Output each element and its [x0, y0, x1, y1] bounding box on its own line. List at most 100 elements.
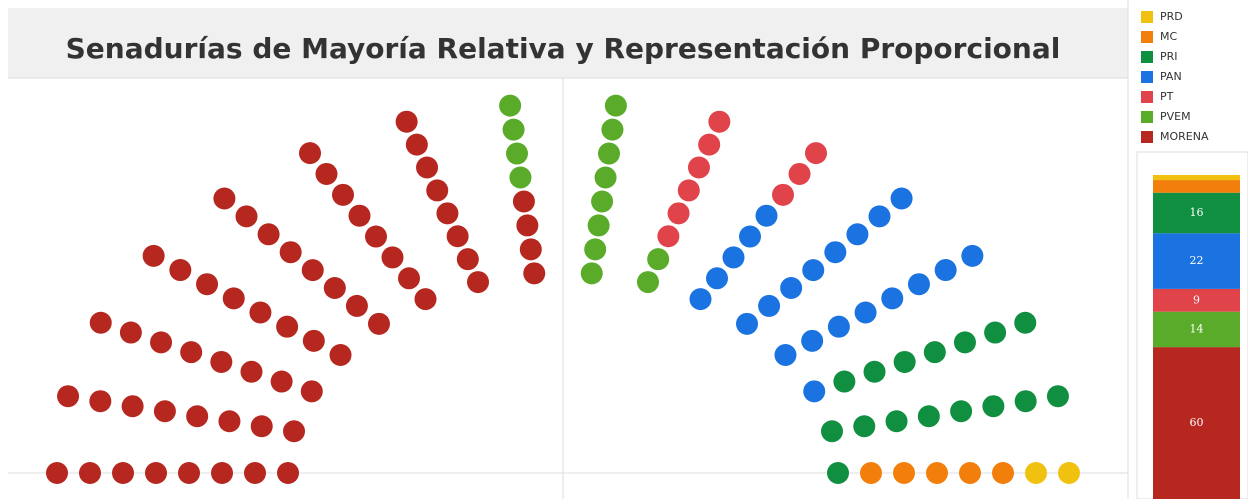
seat	[677, 179, 700, 202]
bar-segment	[1153, 311, 1240, 348]
seat	[299, 142, 321, 165]
seat	[1025, 462, 1047, 484]
seat	[881, 287, 904, 310]
bar-label: 22	[1190, 254, 1204, 267]
legend-label: PT	[1160, 90, 1174, 103]
seat	[953, 331, 976, 354]
seat	[923, 341, 946, 364]
seat	[926, 462, 948, 484]
bar-label: 14	[1190, 322, 1204, 335]
seat	[1014, 311, 1037, 334]
seat	[186, 405, 209, 428]
seat	[395, 110, 418, 133]
seat	[315, 162, 338, 185]
seats	[46, 94, 1080, 484]
seat	[907, 273, 930, 296]
seat	[961, 244, 984, 267]
seat	[805, 142, 827, 165]
seat	[706, 267, 728, 290]
seat	[803, 380, 826, 403]
legend-swatch	[1141, 51, 1153, 63]
seat	[580, 262, 603, 285]
seat	[240, 360, 263, 383]
seat	[426, 179, 449, 202]
seat	[467, 271, 490, 294]
seat	[512, 190, 535, 213]
seat	[381, 246, 404, 269]
seat	[1046, 385, 1069, 408]
seat	[772, 183, 794, 206]
seat	[502, 118, 525, 141]
seat	[89, 311, 112, 334]
seat	[332, 183, 354, 206]
legend-label: MC	[1160, 30, 1177, 43]
seat	[982, 395, 1005, 418]
seat	[604, 94, 627, 117]
seat	[218, 410, 241, 433]
seat	[270, 370, 293, 393]
seat	[169, 259, 192, 282]
bar-segment	[1153, 175, 1240, 181]
bar-label: 9	[1193, 293, 1200, 306]
seat	[1058, 462, 1080, 484]
seat	[917, 405, 940, 428]
seat	[145, 462, 167, 484]
seat	[210, 350, 233, 373]
seat	[112, 462, 134, 484]
legend-label: PRI	[1160, 50, 1178, 63]
seat	[302, 329, 325, 352]
seat	[601, 118, 624, 141]
legend-label: PRD	[1160, 10, 1183, 23]
seat	[300, 380, 323, 403]
legend-swatch	[1141, 131, 1153, 143]
seat	[755, 204, 778, 227]
bar-label: 16	[1190, 206, 1204, 219]
bar-segment	[1153, 180, 1240, 193]
seat	[780, 277, 803, 300]
seat	[283, 420, 306, 443]
seat	[893, 462, 915, 484]
seat	[863, 360, 886, 383]
seat	[519, 238, 542, 261]
seat	[587, 214, 610, 237]
legend-label: PVEM	[1160, 110, 1191, 123]
seat	[222, 287, 245, 310]
seat	[235, 205, 258, 228]
seat	[301, 259, 324, 282]
seat	[984, 321, 1007, 344]
seat	[802, 259, 825, 282]
seat	[244, 462, 266, 484]
seat	[708, 110, 731, 133]
seat	[698, 133, 721, 156]
seat	[153, 400, 176, 423]
title-bar	[8, 8, 1128, 78]
seat	[788, 162, 811, 185]
seat	[57, 385, 80, 408]
seat	[196, 273, 219, 296]
seat	[774, 344, 797, 367]
seat	[885, 410, 908, 433]
seat	[323, 277, 346, 300]
seat	[250, 415, 273, 438]
seat	[647, 248, 670, 271]
legend-swatch	[1141, 91, 1153, 103]
seat	[257, 223, 280, 246]
legend-label: PAN	[1160, 70, 1182, 83]
seat	[801, 329, 824, 352]
seat	[456, 248, 479, 271]
bar-segment	[1153, 192, 1240, 234]
seat	[827, 315, 850, 338]
seat	[178, 462, 200, 484]
seat	[1014, 390, 1037, 413]
seat	[516, 214, 539, 237]
seat	[119, 321, 142, 344]
seat	[414, 288, 437, 311]
seat	[142, 244, 165, 267]
seat	[436, 202, 459, 225]
seat	[689, 288, 712, 311]
seat	[667, 202, 690, 225]
bar-segment	[1153, 347, 1240, 499]
seat	[722, 246, 745, 269]
seat	[854, 301, 877, 324]
